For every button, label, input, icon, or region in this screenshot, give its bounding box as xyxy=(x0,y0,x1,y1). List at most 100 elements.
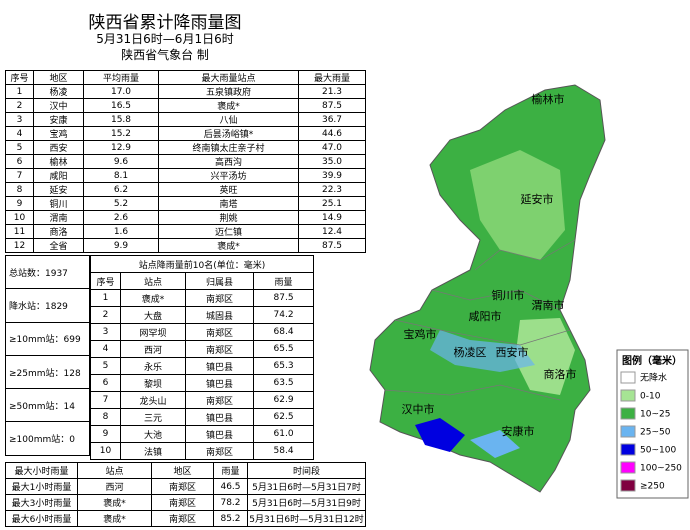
cell: 南塔 xyxy=(158,196,299,211)
stats-table: 总站数：1937 降水站：1829 ≥10mm站：699 ≥25mm站：128 ≥50m… xyxy=(5,254,90,456)
table-row: ≥100mm站：0 xyxy=(5,421,90,456)
legend-swatch xyxy=(620,479,636,492)
cell: 大池 xyxy=(120,425,186,443)
table-row: 最大小时雨量 站点 地区 雨量 时间段 xyxy=(5,462,366,479)
cell: 兴平汤坊 xyxy=(158,168,299,183)
table-row: 最大1小时雨量 西河 南郑区 46.5 5月31日6时—5月31日7时 xyxy=(5,478,366,495)
cell: 6 xyxy=(90,374,121,392)
table-row: 3 安康 15.8 八仙 36.7 xyxy=(5,112,366,127)
cell: 南郑区 xyxy=(151,478,214,495)
legend-label: 100~250 xyxy=(640,464,682,474)
table-row: 4 西河 南郑区 65.5 xyxy=(90,340,315,358)
city-label: 榆林市 xyxy=(532,92,565,106)
table-row: ≥25mm站：128 xyxy=(5,354,90,390)
cell: 63.5 xyxy=(252,374,315,392)
table-row: 序号 站点 归属县 雨量 xyxy=(90,272,315,290)
cell: 21.3 xyxy=(298,84,366,99)
cell: 网罕坝 xyxy=(120,323,186,341)
table-row: 2 汉中 16.5 褒成* 87.5 xyxy=(5,98,366,113)
hourly-table: 最大小时雨量 站点 地区 雨量 时间段 最大1小时雨量 西河 南郑区 46.5 5月31日6时—5… xyxy=(5,462,366,527)
table-row: 降水站：1829 xyxy=(5,288,90,323)
table-title: 站点降雨量前10名(单位：毫米) xyxy=(89,255,315,273)
table-row: 7 龙头山 南郑区 62.9 xyxy=(90,391,315,409)
cell: 最大1小时雨量 xyxy=(5,478,78,495)
cell: 5 xyxy=(90,357,121,375)
cell: 87.5 xyxy=(298,238,366,253)
cell: 褒成* xyxy=(158,98,299,113)
cell: 36.7 xyxy=(298,112,366,127)
cell: 高西沟 xyxy=(158,154,299,169)
cell: 8 xyxy=(5,182,34,197)
legend-swatch xyxy=(620,425,636,438)
cell: 八仙 xyxy=(158,112,299,127)
cell: 65.3 xyxy=(252,357,315,375)
cell: 78.2 xyxy=(213,494,248,511)
column-header: 时间段 xyxy=(247,462,366,479)
cell: 1 xyxy=(90,289,121,307)
table-row: 1 杨凌 17.0 五泉镇政府 21.3 xyxy=(5,84,366,99)
cell: 褒成* xyxy=(77,494,152,511)
cell: 22.3 xyxy=(298,182,366,197)
cell: 城固县 xyxy=(185,306,254,324)
city-label: 汉中市 xyxy=(402,402,435,416)
cell: 后昙汤峪镇* xyxy=(158,126,299,141)
cell: 9.6 xyxy=(83,154,159,169)
cell: 3 xyxy=(5,112,34,127)
stat-cell: ≥100mm站：0 xyxy=(5,421,90,456)
cell: 68.4 xyxy=(252,323,315,341)
table-row: 8 延安 6.2 英旺 22.3 xyxy=(5,182,366,197)
cell: 85.2 xyxy=(213,510,248,527)
column-header: 序号 xyxy=(5,70,34,85)
city-label: 宝鸡市 xyxy=(404,327,437,341)
cell: 3 xyxy=(90,323,121,341)
table-row: 11 商洛 1.6 迈仁镇 12.4 xyxy=(5,224,366,239)
cell: 5月31日6时—5月31日7时 xyxy=(247,478,366,495)
column-header: 最大雨量站点 xyxy=(158,70,299,85)
cell: 46.5 xyxy=(213,478,248,495)
table-row: 6 黎坝 镇巴县 63.5 xyxy=(90,374,315,392)
cell: 5.2 xyxy=(83,196,159,211)
cell: 南郑区 xyxy=(185,391,254,409)
table-row: 总站数：1937 xyxy=(5,254,90,290)
table-row: 5 西安 12.9 终南镇太庄亲子村 47.0 xyxy=(5,140,366,155)
cell: 迈仁镇 xyxy=(158,224,299,239)
cell: 西安 xyxy=(33,140,84,155)
cell: 15.8 xyxy=(83,112,159,127)
legend-label: 10~25 xyxy=(640,410,670,420)
table-row: 12 全省 9.9 褒成* 87.5 xyxy=(5,238,366,253)
cell: 9 xyxy=(5,196,34,211)
column-header: 平均雨量 xyxy=(83,70,159,85)
cell: 62.9 xyxy=(252,391,315,409)
cell: 南郑区 xyxy=(185,289,254,307)
stat-cell: ≥25mm站：128 xyxy=(5,354,90,390)
city-label: 咸阳市 xyxy=(469,309,502,323)
cell: 61.0 xyxy=(252,425,315,443)
cell: 南郑区 xyxy=(185,323,254,341)
cell: 16.5 xyxy=(83,98,159,113)
cell: 12.9 xyxy=(83,140,159,155)
city-label: 渭南市 xyxy=(532,298,565,312)
table-row: 7 咸阳 8.1 兴平汤坊 39.9 xyxy=(5,168,366,183)
cell: 南郑区 xyxy=(185,442,254,460)
column-header: 序号 xyxy=(90,272,121,290)
cell: 35.0 xyxy=(298,154,366,169)
cell: 8.1 xyxy=(83,168,159,183)
table-row: 8 三元 镇巴县 62.5 xyxy=(90,408,315,426)
column-header: 站点 xyxy=(77,462,152,479)
cell: 87.5 xyxy=(252,289,315,307)
stat-cell: ≥50mm站：14 xyxy=(5,388,90,423)
column-header: 地区 xyxy=(151,462,214,479)
table-row: ≥10mm站：699 xyxy=(5,321,90,356)
column-header: 最大小时雨量 xyxy=(5,462,78,479)
column-header: 站点 xyxy=(120,272,186,290)
city-label: 铜川市 xyxy=(492,288,525,302)
legend-label: 无降水 xyxy=(640,372,667,384)
cell: 商洛 xyxy=(33,224,84,239)
cell: 14.9 xyxy=(298,210,366,225)
cell: 最大6小时雨量 xyxy=(5,510,78,527)
cell: 咸阳 xyxy=(33,168,84,183)
cell: 南郑区 xyxy=(151,510,214,527)
region-table: 序号 地区 平均雨量 最大雨量站点 最大雨量 1 杨凌 17.0 五泉镇政府 21.3 2 汉中 16.… xyxy=(5,70,366,253)
province-shape xyxy=(369,84,606,493)
cell: 2 xyxy=(90,306,121,324)
